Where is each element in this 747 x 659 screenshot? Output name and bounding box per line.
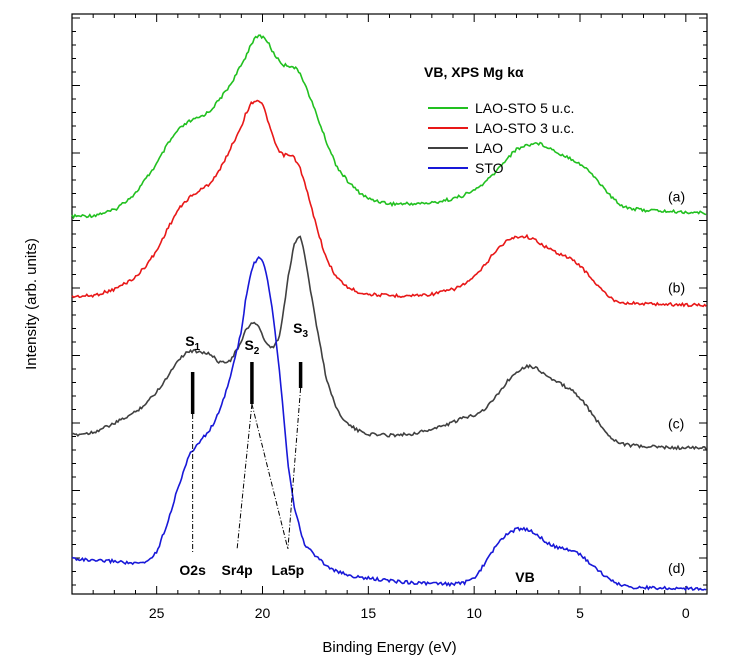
plot-frame: [71, 13, 708, 595]
connector-sr4p: [236, 403, 253, 550]
series-line-a: [71, 34, 707, 220]
label-sr4p: Sr4p: [222, 562, 253, 578]
series-line-b: [71, 99, 707, 308]
series-tag: (d): [668, 560, 685, 576]
x-tick-label: 15: [361, 605, 377, 621]
peak-label-s3: S3: [293, 320, 308, 340]
label-la5p: La5p: [272, 562, 305, 578]
peak-label-s1: S1: [185, 333, 200, 353]
connector-s2-la5p: [251, 403, 289, 550]
legend-entry: LAO-STO 3 u.c.: [475, 120, 574, 136]
series-line-c: [71, 235, 707, 451]
y-axis-title: Intensity (arb. units): [23, 238, 40, 370]
peak-label-s2: S2: [244, 337, 259, 357]
x-axis-title: Binding Energy (eV): [322, 639, 456, 656]
label-vb: VB: [515, 569, 534, 585]
series-tag: (c): [668, 415, 684, 431]
legend-entry: STO: [475, 160, 504, 176]
legend-entry: LAO-STO 5 u.c.: [475, 100, 574, 116]
series-line-d: [71, 256, 707, 592]
legend: VB, XPS Mg kα LAO-STO 5 u.c. LAO-STO 3 u.c…: [424, 64, 574, 176]
connector-s3-la5p: [287, 387, 302, 550]
series-tag: (b): [668, 279, 685, 295]
x-tick-label: 20: [255, 605, 271, 621]
legend-title: VB, XPS Mg kα: [424, 64, 524, 80]
series-tag: (a): [668, 189, 685, 205]
x-tick-label: 5: [576, 605, 584, 621]
x-tick-label: 25: [149, 605, 165, 621]
label-o2s: O2s: [179, 562, 206, 578]
legend-entry: LAO: [475, 140, 503, 156]
x-tick-label: 0: [682, 605, 690, 621]
x-tick-label: 10: [466, 605, 482, 621]
